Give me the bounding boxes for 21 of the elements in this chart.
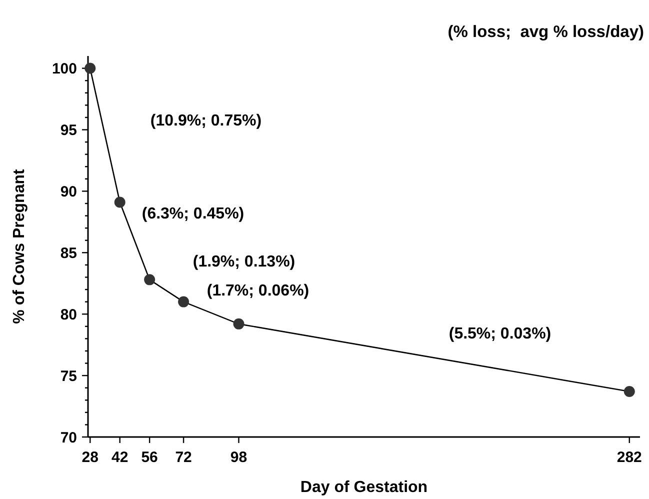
x-tick-label: 98 — [230, 449, 248, 466]
annotation: (5.5%; 0.03%) — [448, 326, 552, 343]
x-tick-label: 42 — [112, 449, 128, 466]
chart-title: (% loss; avg % loss/day) — [448, 23, 644, 41]
y-tick-label: 85 — [60, 244, 77, 262]
y-tick-label: 100 — [52, 60, 77, 78]
y-tick-label: 80 — [60, 306, 77, 324]
annotation: (1.7%; 0.06%) — [206, 282, 310, 300]
x-axis-title: Day of Gestation — [300, 479, 428, 496]
annotation: (10.9%; 0.75%) — [150, 112, 262, 130]
x-tick-label: 56 — [141, 449, 158, 466]
x-tick-label: 282 — [616, 449, 642, 466]
x-tick-label: 72 — [175, 449, 192, 466]
y-tick-label: 95 — [60, 122, 77, 139]
y-tick-label: 75 — [60, 368, 77, 385]
y-tick-label: 70 — [60, 429, 77, 446]
y-tick-label: 90 — [60, 183, 77, 200]
annotation: (1.9%; 0.13%) — [192, 254, 296, 271]
y-axis-title: % of Cows Pregnant — [11, 168, 28, 324]
annotation: (6.3%; 0.45%) — [142, 206, 244, 223]
x-tick-label: 28 — [82, 449, 98, 466]
